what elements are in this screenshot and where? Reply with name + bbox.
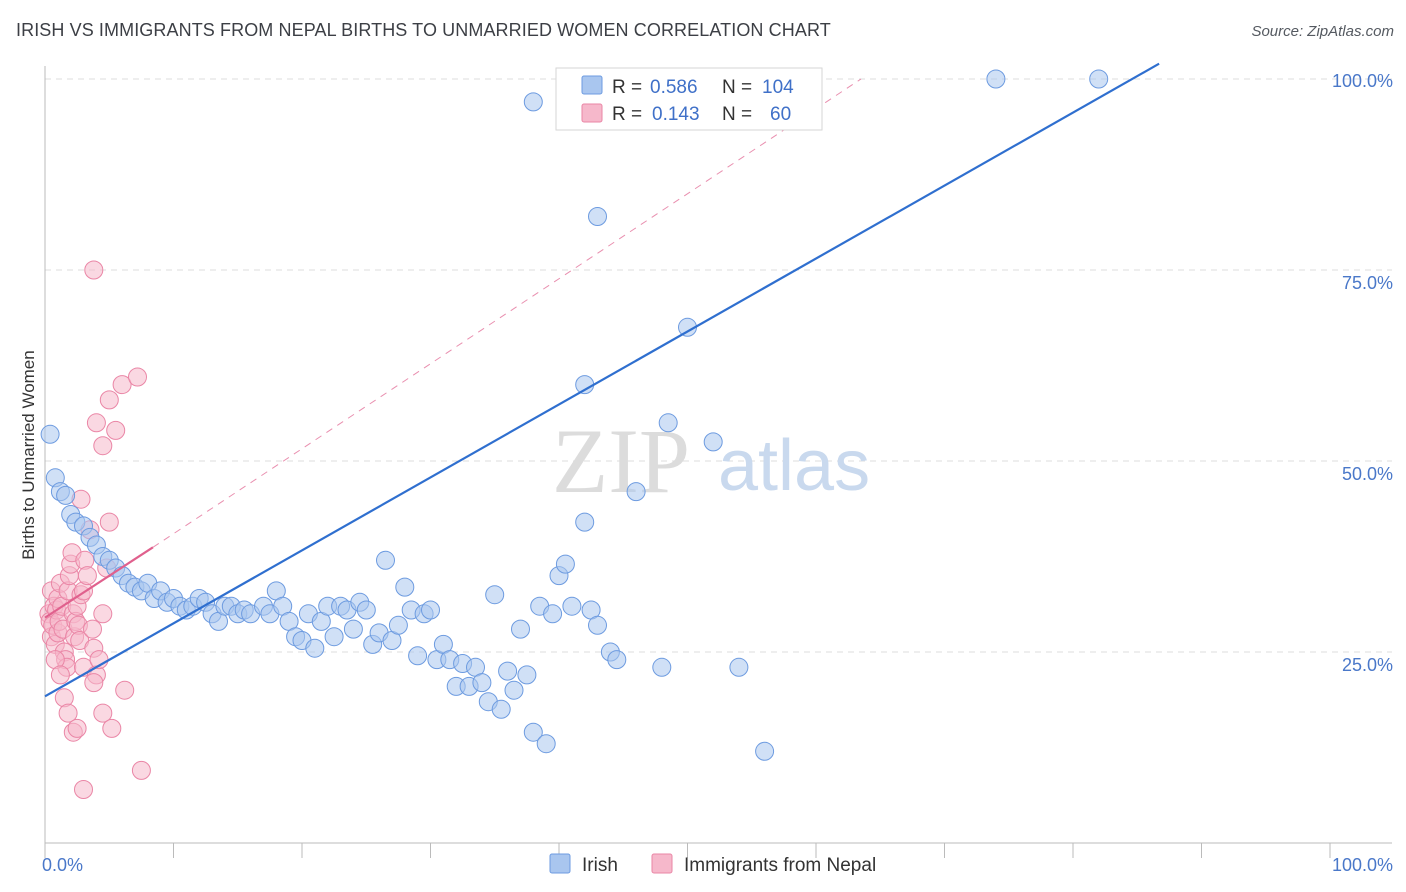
nepal-trend-line	[44, 546, 154, 619]
irish-point-72	[504, 680, 524, 700]
nepal-point-54	[106, 420, 126, 440]
y-tick-label-3: 100.0%	[1332, 71, 1393, 91]
irish-point-96	[588, 207, 607, 226]
irish-point-3	[56, 485, 76, 505]
nepal-point-39	[99, 512, 119, 532]
nepal-point-48	[93, 703, 113, 723]
irish-point-84	[588, 615, 607, 635]
legend-irish-swatch	[581, 75, 603, 95]
nepal-point-33	[83, 619, 102, 639]
source-credit: Source: ZipAtlas.com	[1251, 23, 1394, 40]
irish-point-41	[305, 638, 325, 658]
nepal-point-31	[77, 566, 97, 586]
irish-point-47	[343, 619, 363, 639]
irish-point-70	[491, 699, 511, 719]
grid-lines	[45, 78, 1392, 653]
nepal-point-57	[115, 680, 135, 700]
nepal-point-45	[67, 718, 87, 738]
irish-point-57	[408, 646, 428, 666]
trend-lines	[44, 62, 1160, 698]
irish-point-94	[523, 92, 543, 112]
irish-point-81	[562, 596, 582, 616]
series-irish-points	[40, 69, 1109, 761]
irish-point-86	[607, 650, 627, 670]
legend-irish-n-label: N =	[722, 77, 752, 98]
irish-point-89	[658, 413, 678, 433]
irish-point-80	[555, 554, 575, 574]
legend-nepal-r-label: R =	[612, 104, 642, 125]
irish-point-77	[536, 734, 556, 754]
x-tick-label-1: 100.0%	[1332, 855, 1393, 875]
nepal-point-56	[128, 367, 147, 387]
watermark-atlas: atlas	[718, 426, 870, 506]
legend-nepal-n-label: N =	[722, 104, 752, 125]
bottom-legend-irish-swatch	[549, 853, 571, 874]
x-tick-label-0: 0.0%	[42, 855, 83, 875]
irish-point-87	[626, 482, 646, 502]
irish-point-69	[485, 585, 505, 605]
irish-point-52	[376, 550, 395, 570]
irish-point-44	[324, 627, 344, 647]
nepal-point-51	[86, 413, 106, 433]
irish-point-92	[729, 657, 749, 677]
irish-point-88	[652, 657, 672, 677]
irish-point-71	[498, 661, 518, 681]
bottom-legend-irish-label: Irish	[582, 855, 618, 876]
irish-point-102	[986, 69, 1006, 89]
irish-point-74	[517, 665, 537, 685]
legend-irish-r-label: R =	[612, 77, 642, 98]
legend-nepal-n-value: 60	[770, 104, 791, 125]
irish-point-82	[575, 512, 595, 532]
irish-point-91	[703, 432, 723, 452]
legend-box: R = 0.586 N = 104 R = 0.143 N = 60	[555, 67, 823, 131]
chart-title: IRISH VS IMMIGRANTS FROM NEPAL BIRTHS TO…	[16, 20, 831, 40]
nepal-point-46	[74, 780, 93, 799]
axes	[44, 66, 1392, 858]
nepal-point-43	[58, 703, 78, 723]
irish-point-0	[40, 424, 60, 444]
nepal-point-41	[50, 665, 70, 685]
nepal-point-53	[99, 390, 119, 410]
irish-point-49	[356, 600, 376, 620]
y-axis-title: Births to Unmarried Women	[19, 350, 38, 559]
irish-point-93	[755, 741, 775, 761]
nepal-point-55	[112, 375, 132, 395]
legend-irish-n-value: 104	[762, 77, 794, 98]
y-tick-label-0: 25.0%	[1342, 655, 1393, 675]
irish-point-78	[543, 604, 563, 624]
nepal-trend-extension	[152, 78, 862, 548]
irish-point-55	[395, 577, 415, 597]
nepal-point-47	[84, 673, 104, 693]
y-tick-label-2: 75.0%	[1342, 273, 1393, 293]
nepal-point-37	[93, 604, 113, 624]
legend-nepal-swatch	[581, 103, 603, 123]
bottom-legend-nepal-label: Immigrants from Nepal	[684, 855, 876, 876]
irish-point-75	[523, 722, 543, 742]
tick-labels: 25.0% 50.0% 75.0% 100.0% 0.0% 100.0%	[42, 71, 1393, 875]
nepal-point-59	[84, 260, 104, 280]
irish-point-103	[1089, 69, 1109, 89]
irish-trend-line	[44, 62, 1160, 698]
nepal-point-49	[102, 718, 122, 738]
legend-irish-r-value: 0.586	[650, 77, 698, 98]
bottom-legend-nepal-swatch	[651, 853, 673, 874]
irish-point-73	[511, 619, 530, 639]
legend-nepal-r-value: 0.143	[652, 104, 700, 125]
irish-point-59	[421, 600, 440, 620]
nepal-point-52	[93, 436, 113, 456]
irish-point-54	[388, 615, 408, 635]
nepal-point-58	[131, 760, 151, 780]
bottom-legend: Irish Immigrants from Nepal	[549, 853, 876, 876]
irish-point-67	[472, 673, 492, 693]
y-tick-label-1: 50.0%	[1342, 464, 1393, 484]
